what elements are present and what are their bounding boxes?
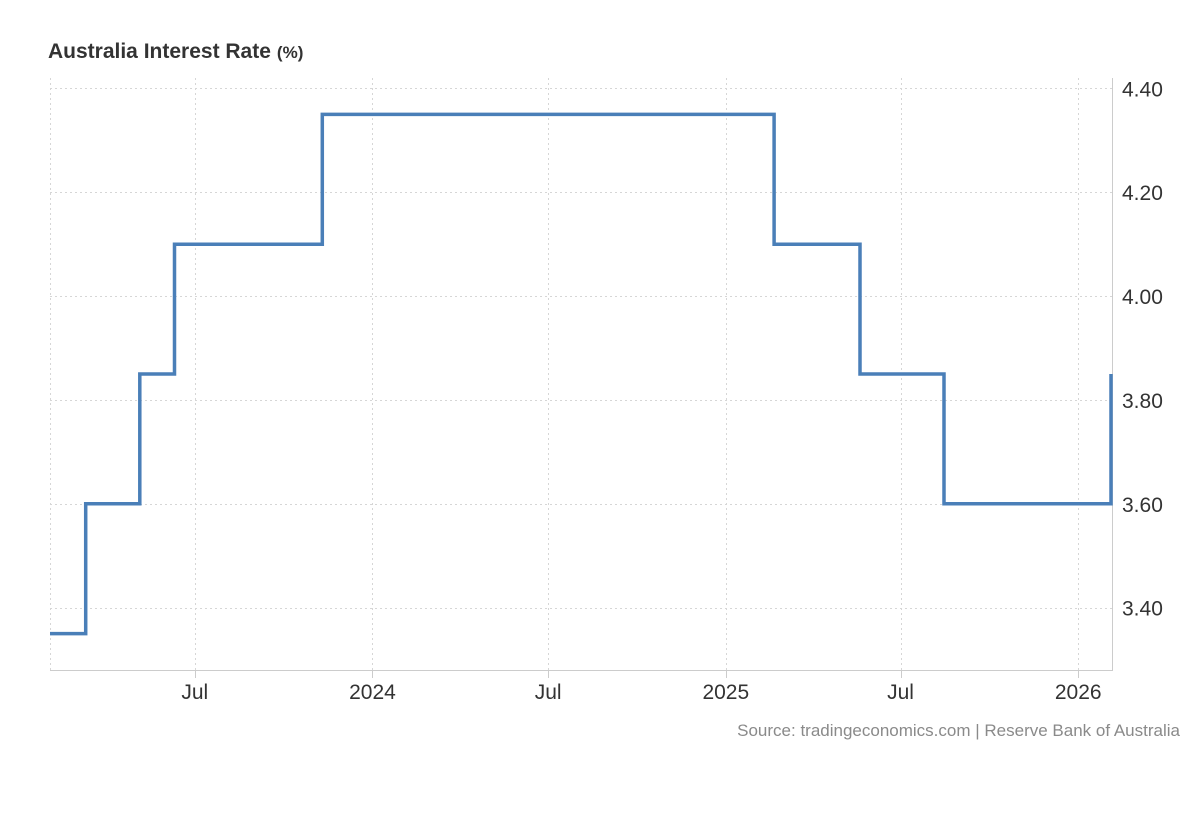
y-tick-label: 3.60 xyxy=(1122,494,1163,517)
y-tick-label: 3.80 xyxy=(1122,390,1163,413)
y-tick-label: 4.40 xyxy=(1122,78,1163,101)
chart-source[interactable]: Source: tradingeconomics.com | Reserve B… xyxy=(737,721,1180,740)
x-tick-label: 2025 xyxy=(702,681,749,704)
series-line xyxy=(50,112,1113,636)
grid xyxy=(50,78,1112,670)
chart-title-text: Australia Interest Rate xyxy=(48,40,271,63)
y-tick-label: 4.20 xyxy=(1122,182,1163,205)
x-tick-label: Jul xyxy=(181,681,208,704)
series xyxy=(50,112,1113,636)
chart-title: Australia Interest Rate (%) xyxy=(48,40,303,64)
x-tick-label: Jul xyxy=(535,681,562,704)
y-tick-label: 4.00 xyxy=(1122,286,1163,309)
x-tick-label: 2024 xyxy=(349,681,396,704)
axes xyxy=(50,78,1113,678)
tick-labels: 3.40 3.60 3.80 4.00 4.20 4.40 Jul 2024 Jul 2025 Ju… xyxy=(181,78,1162,704)
y-tick-label: 3.40 xyxy=(1122,598,1163,621)
x-tick-label: Jul xyxy=(887,681,914,704)
x-tick-label: 2026 xyxy=(1055,681,1102,704)
chart-title-unit: (%) xyxy=(276,43,304,62)
